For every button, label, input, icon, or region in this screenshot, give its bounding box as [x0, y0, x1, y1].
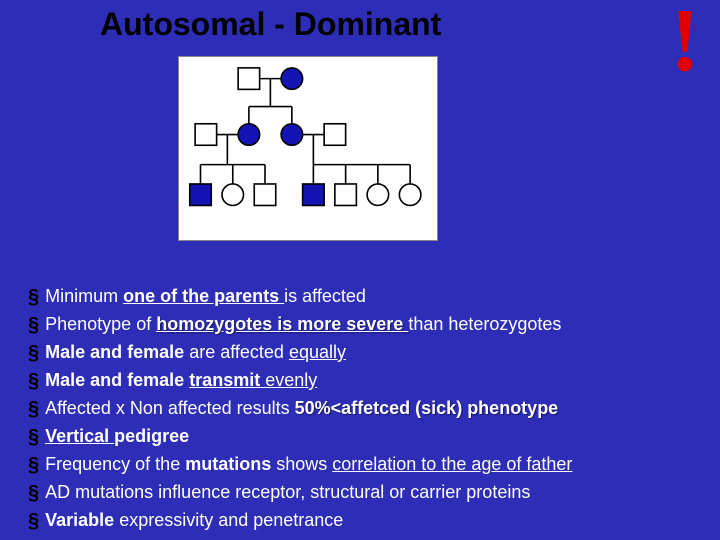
bullet-item: §Phenotype of homozygotes is more severe…: [28, 312, 700, 339]
bullet-marker: §: [28, 508, 39, 535]
bullet-item: §Male and female transmit evenly: [28, 368, 700, 395]
bullet-item: §Male and female are affected equally: [28, 340, 700, 367]
bullet-marker: §: [28, 340, 39, 367]
bullet-marker: §: [28, 452, 39, 479]
bullet-item: §Variable expressivity and penetrance: [28, 508, 700, 535]
bullet-item: §Minimum one of the parents is affected: [28, 284, 700, 311]
bullet-marker: §: [28, 284, 39, 311]
bullet-marker: §: [28, 368, 39, 395]
page-title: Autosomal - Dominant: [100, 6, 441, 43]
bullet-text: Male and female transmit evenly: [45, 368, 317, 392]
bullet-marker: §: [28, 312, 39, 339]
bullet-text: Minimum one of the parents is affected: [45, 284, 366, 308]
bullet-marker: §: [28, 396, 39, 423]
bullet-text: Variable expressivity and penetrance: [45, 508, 343, 532]
bullet-item: §Frequency of the mutations shows correl…: [28, 452, 700, 479]
pedigree-diagram: [178, 56, 438, 241]
bullet-list: §Minimum one of the parents is affected§…: [28, 284, 700, 536]
bullet-text: Affected x Non affected results 50%<affe…: [45, 396, 558, 420]
bullet-text: Phenotype of homozygotes is more severe …: [45, 312, 561, 336]
bullet-marker: §: [28, 480, 39, 507]
pedigree-svg: [179, 57, 437, 240]
bullet-text: Male and female are affected equally: [45, 340, 346, 364]
bullet-text: Vertical pedigree: [45, 424, 189, 448]
bullet-text: AD mutations influence receptor, structu…: [45, 480, 530, 504]
bullet-item: § Vertical pedigree: [28, 424, 700, 451]
bullet-item: §AD mutations influence receptor, struct…: [28, 480, 700, 507]
bullet-marker: §: [28, 424, 39, 451]
bullet-item: §Affected x Non affected results 50%<aff…: [28, 396, 700, 423]
warning-exclaim: !: [670, 0, 700, 86]
bullet-text: Frequency of the mutations shows correla…: [45, 452, 572, 476]
